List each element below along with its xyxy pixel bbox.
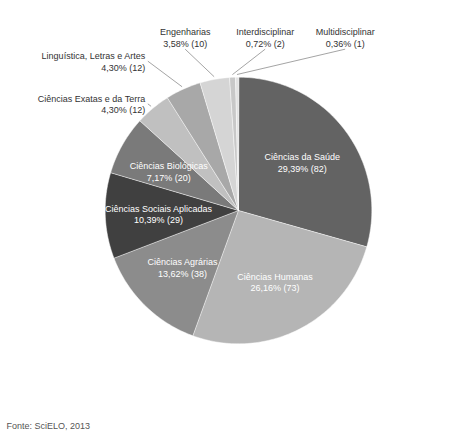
svg-text:Ciências Humanas26,16% (73): Ciências Humanas26,16% (73)	[237, 272, 313, 294]
svg-text:Engenharias3,58% (10): Engenharias3,58% (10)	[160, 27, 211, 49]
svg-text:Ciências Exatas e da Terra4,30: Ciências Exatas e da Terra4,30% (12)	[38, 94, 145, 116]
svg-text:Ciências Sociais Aplicadas10,3: Ciências Sociais Aplicadas10,39% (29)	[105, 204, 213, 226]
svg-text:Linguística, Letras e Artes4,3: Linguística, Letras e Artes4,30% (12)	[42, 51, 146, 73]
svg-text:Fonte: SciELO, 2013: Fonte: SciELO, 2013	[7, 421, 91, 431]
svg-text:Multidisciplinar0,36% (1): Multidisciplinar0,36% (1)	[316, 27, 375, 49]
svg-text:Ciências Agrárias13,62% (38): Ciências Agrárias13,62% (38)	[147, 257, 218, 279]
svg-text:Ciências Biológicas7,17% (20): Ciências Biológicas7,17% (20)	[130, 161, 209, 183]
svg-text:Ciências da Saúde29,39% (82): Ciências da Saúde29,39% (82)	[265, 152, 341, 174]
svg-text:Interdisciplinar0,72% (2): Interdisciplinar0,72% (2)	[236, 27, 294, 49]
